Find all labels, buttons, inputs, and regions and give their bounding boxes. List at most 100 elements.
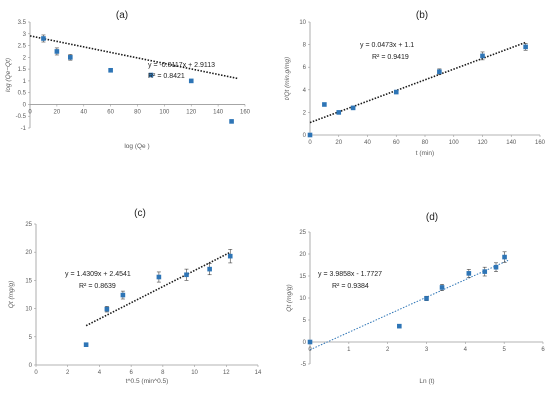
data-point — [307, 339, 313, 345]
x-tick-label: 20 — [335, 140, 342, 146]
x-tick-label: 80 — [422, 140, 429, 146]
x-axis-label: log (Qe ) — [124, 143, 149, 150]
x-tick-label: 3 — [425, 347, 429, 353]
x-tick-label: 12 — [223, 370, 230, 376]
y-tick-label: 25 — [25, 222, 32, 228]
y-tick-label: 20 — [299, 252, 306, 258]
y-tick-label: 1 — [23, 79, 27, 85]
x-tick-label: 160 — [535, 140, 546, 146]
y-axis-label: Qt (mg/g) — [8, 281, 15, 308]
data-point — [336, 110, 342, 115]
x-axis-label: t^0.5 (min^0.5) — [126, 378, 169, 385]
data-point — [493, 264, 499, 270]
x-tick-label: 0 — [34, 370, 38, 376]
x-tick-label: 60 — [393, 140, 400, 146]
y-tick-label: 3 — [23, 32, 27, 38]
y-tick-label: 0 — [23, 102, 27, 108]
x-tick-label: 100 — [449, 140, 460, 146]
data-point — [184, 272, 189, 278]
panel-label: (c) — [134, 208, 146, 219]
data-point — [393, 89, 399, 95]
y-tick-label: 10 — [25, 307, 32, 313]
x-tick-label: 14 — [255, 370, 262, 376]
data-point — [108, 67, 113, 73]
fit-equation: y = 0.0473x + 1.1 — [360, 42, 414, 49]
x-tick-label: 160 — [240, 109, 251, 115]
x-tick-label: 8 — [161, 370, 165, 376]
panel-a: 0 20 40 60 80 100 120 140 160-1-0.500.511.522.53… — [5, 10, 251, 150]
panel-b: 0 20 40 60 80 100 120 140 160 0 2 4 6 8 10 (b) y = 0.047… — [284, 10, 546, 157]
y-tick-label: 1.5 — [18, 67, 27, 73]
data-point — [207, 266, 212, 272]
data-point — [227, 253, 233, 259]
data-point — [229, 119, 234, 124]
x-tick-label: 60 — [107, 109, 114, 115]
y-tick-label: 15 — [299, 274, 306, 280]
x-tick-label: 120 — [186, 109, 197, 115]
x-tick-label: 40 — [364, 140, 371, 146]
y-axis-label: t/Qt (min.g/mg) — [284, 57, 291, 100]
data-point — [83, 342, 89, 347]
trend-line — [309, 259, 509, 351]
y-tick-label: -0.5 — [16, 114, 27, 120]
x-tick-label: 140 — [213, 109, 224, 115]
x-tick-label: 40 — [80, 109, 87, 115]
y-tick-label: 10 — [299, 20, 306, 26]
r-squared: R² = 0.8421 — [148, 73, 185, 80]
y-axis-label: log (Qe−Qt) — [5, 58, 12, 92]
y-tick-label: 6 — [303, 65, 307, 71]
x-tick-label: 140 — [506, 140, 517, 146]
y-axis-label: Qt (mg/g) — [286, 284, 293, 311]
y-tick-label: 0 — [303, 340, 307, 346]
x-tick-label: 6 — [541, 347, 545, 353]
data-point — [482, 269, 488, 274]
y-tick-label: 3.5 — [18, 20, 27, 26]
y-tick-label: 4 — [303, 88, 307, 94]
x-tick-label: 2 — [66, 370, 70, 376]
y-tick-label: -5 — [301, 362, 307, 368]
y-tick-label: 15 — [25, 278, 32, 284]
panel-c: 0 2 4 6 8 10 12 14 0 5 10 15 20 25 (c) y = 1.4309x + 2.… — [8, 208, 262, 385]
x-tick-label: 2 — [386, 347, 390, 353]
data-point — [439, 285, 445, 290]
fit-equation: y = -0.0117x + 2.9113 — [148, 62, 215, 69]
panel-label: (b) — [416, 10, 428, 21]
data-point — [68, 55, 73, 60]
fit-equation: y = 3.9858x - 1.7727 — [318, 271, 382, 278]
y-tick-label: -1 — [21, 126, 27, 132]
x-tick-label: 1 — [347, 347, 351, 353]
y-tick-label: 5 — [303, 318, 307, 324]
y-tick-label: 0 — [303, 133, 307, 139]
data-point — [54, 49, 60, 54]
y-tick-label: 2.5 — [18, 44, 27, 50]
y-tick-label: 0 — [29, 363, 33, 369]
x-tick-label: 120 — [477, 140, 488, 146]
data-point — [307, 132, 313, 138]
panel-label: (a) — [116, 10, 128, 21]
x-tick-label: 4 — [98, 370, 102, 376]
y-tick-label: 8 — [303, 43, 307, 49]
x-tick-label: 80 — [134, 109, 141, 115]
y-tick-label: 10 — [299, 296, 306, 302]
x-tick-label: 6 — [129, 370, 133, 376]
data-point — [424, 296, 429, 301]
data-point — [437, 69, 442, 75]
data-point — [397, 323, 402, 329]
data-point — [322, 102, 327, 107]
x-tick-label: 0 — [28, 109, 32, 115]
trend-line — [29, 35, 239, 80]
data-point — [350, 105, 356, 111]
x-tick-label: 4 — [464, 347, 468, 353]
r-squared: R² = 0.9419 — [372, 54, 409, 61]
panel-label: (d) — [426, 212, 438, 223]
y-tick-label: 2 — [303, 110, 307, 116]
r-squared: R² = 0.8639 — [79, 283, 116, 290]
y-tick-label: 25 — [299, 230, 306, 236]
data-point — [41, 36, 46, 41]
y-tick-label: 20 — [25, 250, 32, 256]
x-tick-label: 20 — [54, 109, 61, 115]
x-axis-label: t (min) — [416, 150, 434, 157]
data-point — [480, 53, 485, 59]
